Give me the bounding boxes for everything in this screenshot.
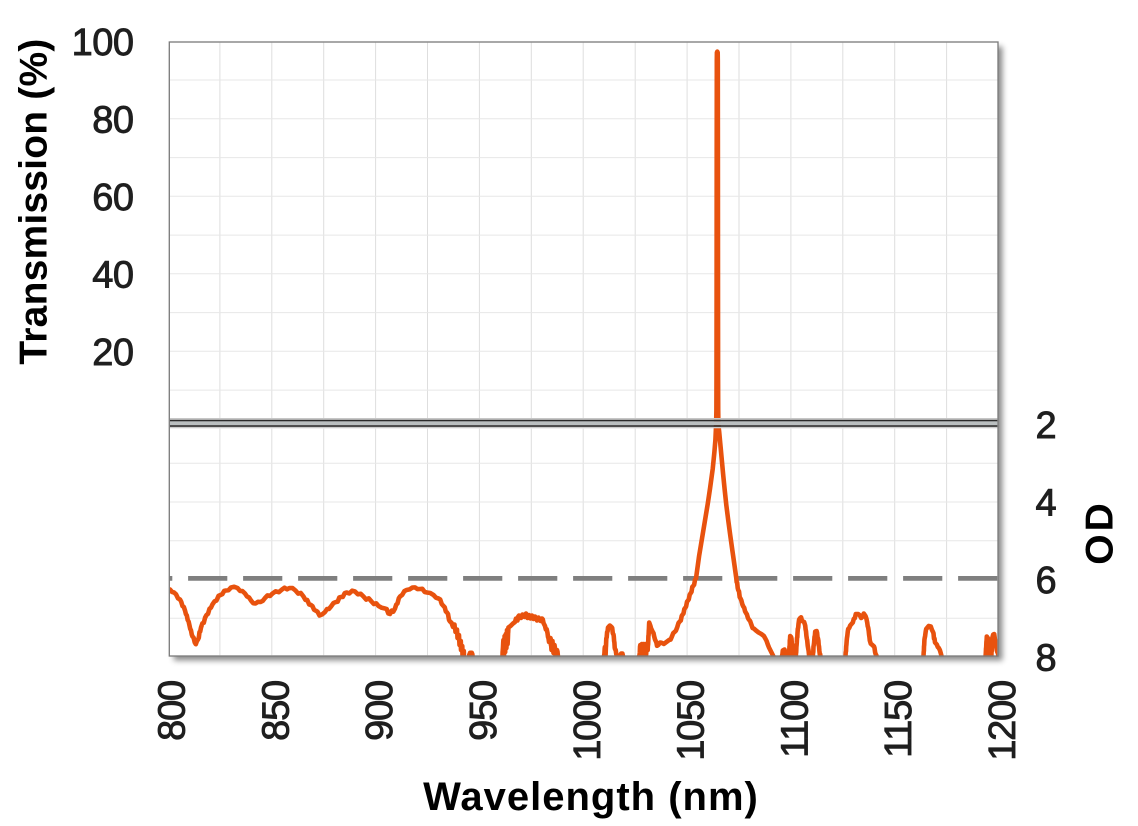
svg-text:40: 40	[92, 254, 133, 296]
svg-text:900: 900	[359, 681, 401, 741]
svg-text:850: 850	[255, 681, 297, 741]
svg-text:100: 100	[72, 22, 134, 64]
svg-text:Wavelength (nm): Wavelength (nm)	[423, 775, 759, 819]
svg-text:800: 800	[152, 681, 194, 741]
svg-text:1150: 1150	[878, 681, 920, 758]
svg-text:80: 80	[92, 99, 133, 141]
svg-text:2: 2	[1036, 405, 1057, 447]
svg-text:1200: 1200	[982, 681, 1024, 761]
svg-text:8: 8	[1036, 638, 1057, 680]
svg-text:Transmission (%): Transmission (%)	[13, 38, 56, 364]
svg-text:4: 4	[1036, 483, 1057, 525]
svg-text:1050: 1050	[671, 681, 713, 761]
svg-text:6: 6	[1036, 560, 1057, 602]
svg-text:1000: 1000	[567, 681, 609, 761]
svg-text:OD: OD	[1079, 500, 1122, 565]
svg-text:950: 950	[463, 681, 505, 741]
svg-text:60: 60	[92, 177, 133, 219]
svg-text:20: 20	[92, 332, 133, 374]
svg-text:1100: 1100	[774, 681, 816, 758]
